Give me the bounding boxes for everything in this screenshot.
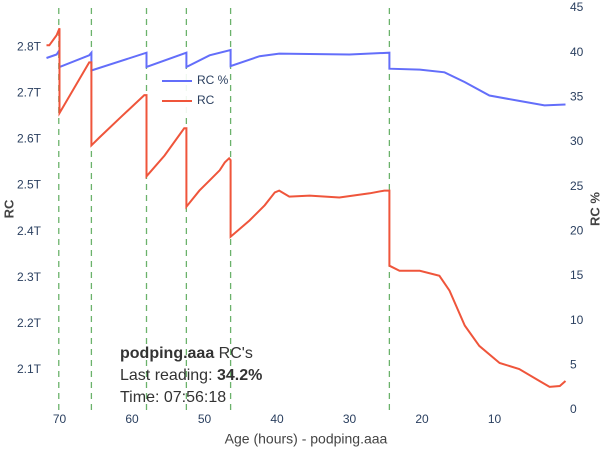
y2-tick-label: 0 xyxy=(570,402,577,416)
y2-tick-label: 25 xyxy=(570,179,584,193)
legend-box xyxy=(157,70,229,116)
y-tick-label: 2.6T xyxy=(17,132,42,146)
y-tick-label: 2.2T xyxy=(17,316,42,330)
y-tick-label: 2.1T xyxy=(17,362,42,376)
x-tick-label: 10 xyxy=(488,412,502,426)
annotation-line: podping.aaa RC's xyxy=(120,345,253,362)
y-tick-label: 2.8T xyxy=(17,39,42,53)
y2-tick-label: 15 xyxy=(570,268,584,282)
y2-tick-label: 40 xyxy=(570,45,584,59)
annotation-text: Last reading: xyxy=(120,367,217,384)
y2-tick-label: 20 xyxy=(570,224,584,238)
y-tick-label: 2.7T xyxy=(17,85,42,99)
y2-tick-label: 45 xyxy=(570,0,584,14)
y2-tick-label: 10 xyxy=(570,313,584,327)
y-axis-label: RC xyxy=(1,199,16,218)
y2-tick-label: 35 xyxy=(570,90,584,104)
legend-label: RC xyxy=(197,93,215,107)
y2-tick-label: 30 xyxy=(570,134,584,148)
y-tick-label: 2.5T xyxy=(17,178,42,192)
y-tick-label: 2.4T xyxy=(17,224,42,238)
x-tick-label: 60 xyxy=(125,412,139,426)
y-tick-label: 2.3T xyxy=(17,270,42,284)
x-tick-label: 40 xyxy=(270,412,284,426)
x-tick-label: 20 xyxy=(415,412,429,426)
series-line xyxy=(46,46,566,107)
annotation-text: RC's xyxy=(214,345,253,362)
x-tick-label: 70 xyxy=(53,412,67,426)
annotation-text: podping.aaa xyxy=(120,345,214,362)
x-axis-label: Age (hours) - podping.aaa xyxy=(225,431,388,447)
y2-axis-label: RC % xyxy=(587,192,602,226)
x-tick-label: 50 xyxy=(198,412,212,426)
annotation-text: Time: 07:56:18 xyxy=(120,389,226,406)
legend-label: RC % xyxy=(197,73,229,87)
annotation-line: Time: 07:56:18 xyxy=(120,389,226,406)
y2-tick-label: 5 xyxy=(570,358,577,372)
series-line xyxy=(46,27,567,388)
annotation-text: 34.2% xyxy=(217,367,262,384)
x-tick-label: 30 xyxy=(343,412,357,426)
annotation-line: Last reading: 34.2% xyxy=(120,367,262,384)
